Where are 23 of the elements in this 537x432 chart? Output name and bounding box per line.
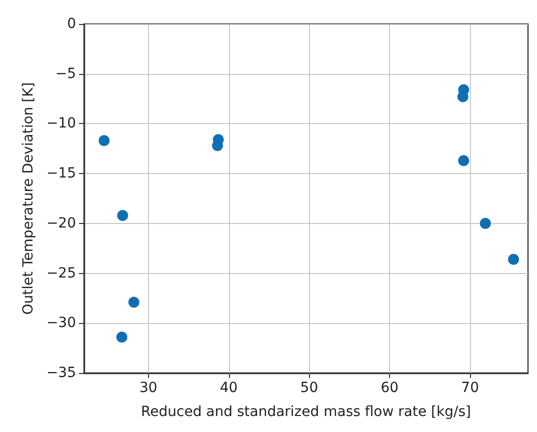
x-tick-label: 70 [461, 380, 479, 396]
y-tick-label: −35 [46, 365, 76, 381]
y-axis-title: Outlet Temperature Deviation [K] [20, 82, 37, 315]
x-tick-label: 40 [220, 380, 238, 396]
y-tick-label: −30 [46, 315, 76, 332]
point [98, 135, 110, 146]
point [457, 91, 468, 102]
point [117, 210, 128, 221]
x-tick-label: 50 [300, 380, 318, 396]
point [128, 296, 140, 308]
y-tick-label: −20 [46, 215, 76, 232]
y-tick-label: −15 [46, 166, 76, 182]
point [458, 155, 470, 166]
point [508, 254, 520, 265]
x-tick-label: 60 [380, 380, 399, 396]
x-axis-title: Reduced and standarized mass flow rate [kg/s] [141, 404, 471, 420]
point [116, 332, 128, 343]
y-tick-label: −10 [46, 116, 76, 132]
y-tick-label: 0 [67, 16, 76, 32]
y-tick-label: −5 [55, 66, 76, 82]
point [480, 218, 491, 229]
x-tick-label: 30 [139, 380, 158, 396]
y-tick-label: −25 [46, 265, 76, 282]
